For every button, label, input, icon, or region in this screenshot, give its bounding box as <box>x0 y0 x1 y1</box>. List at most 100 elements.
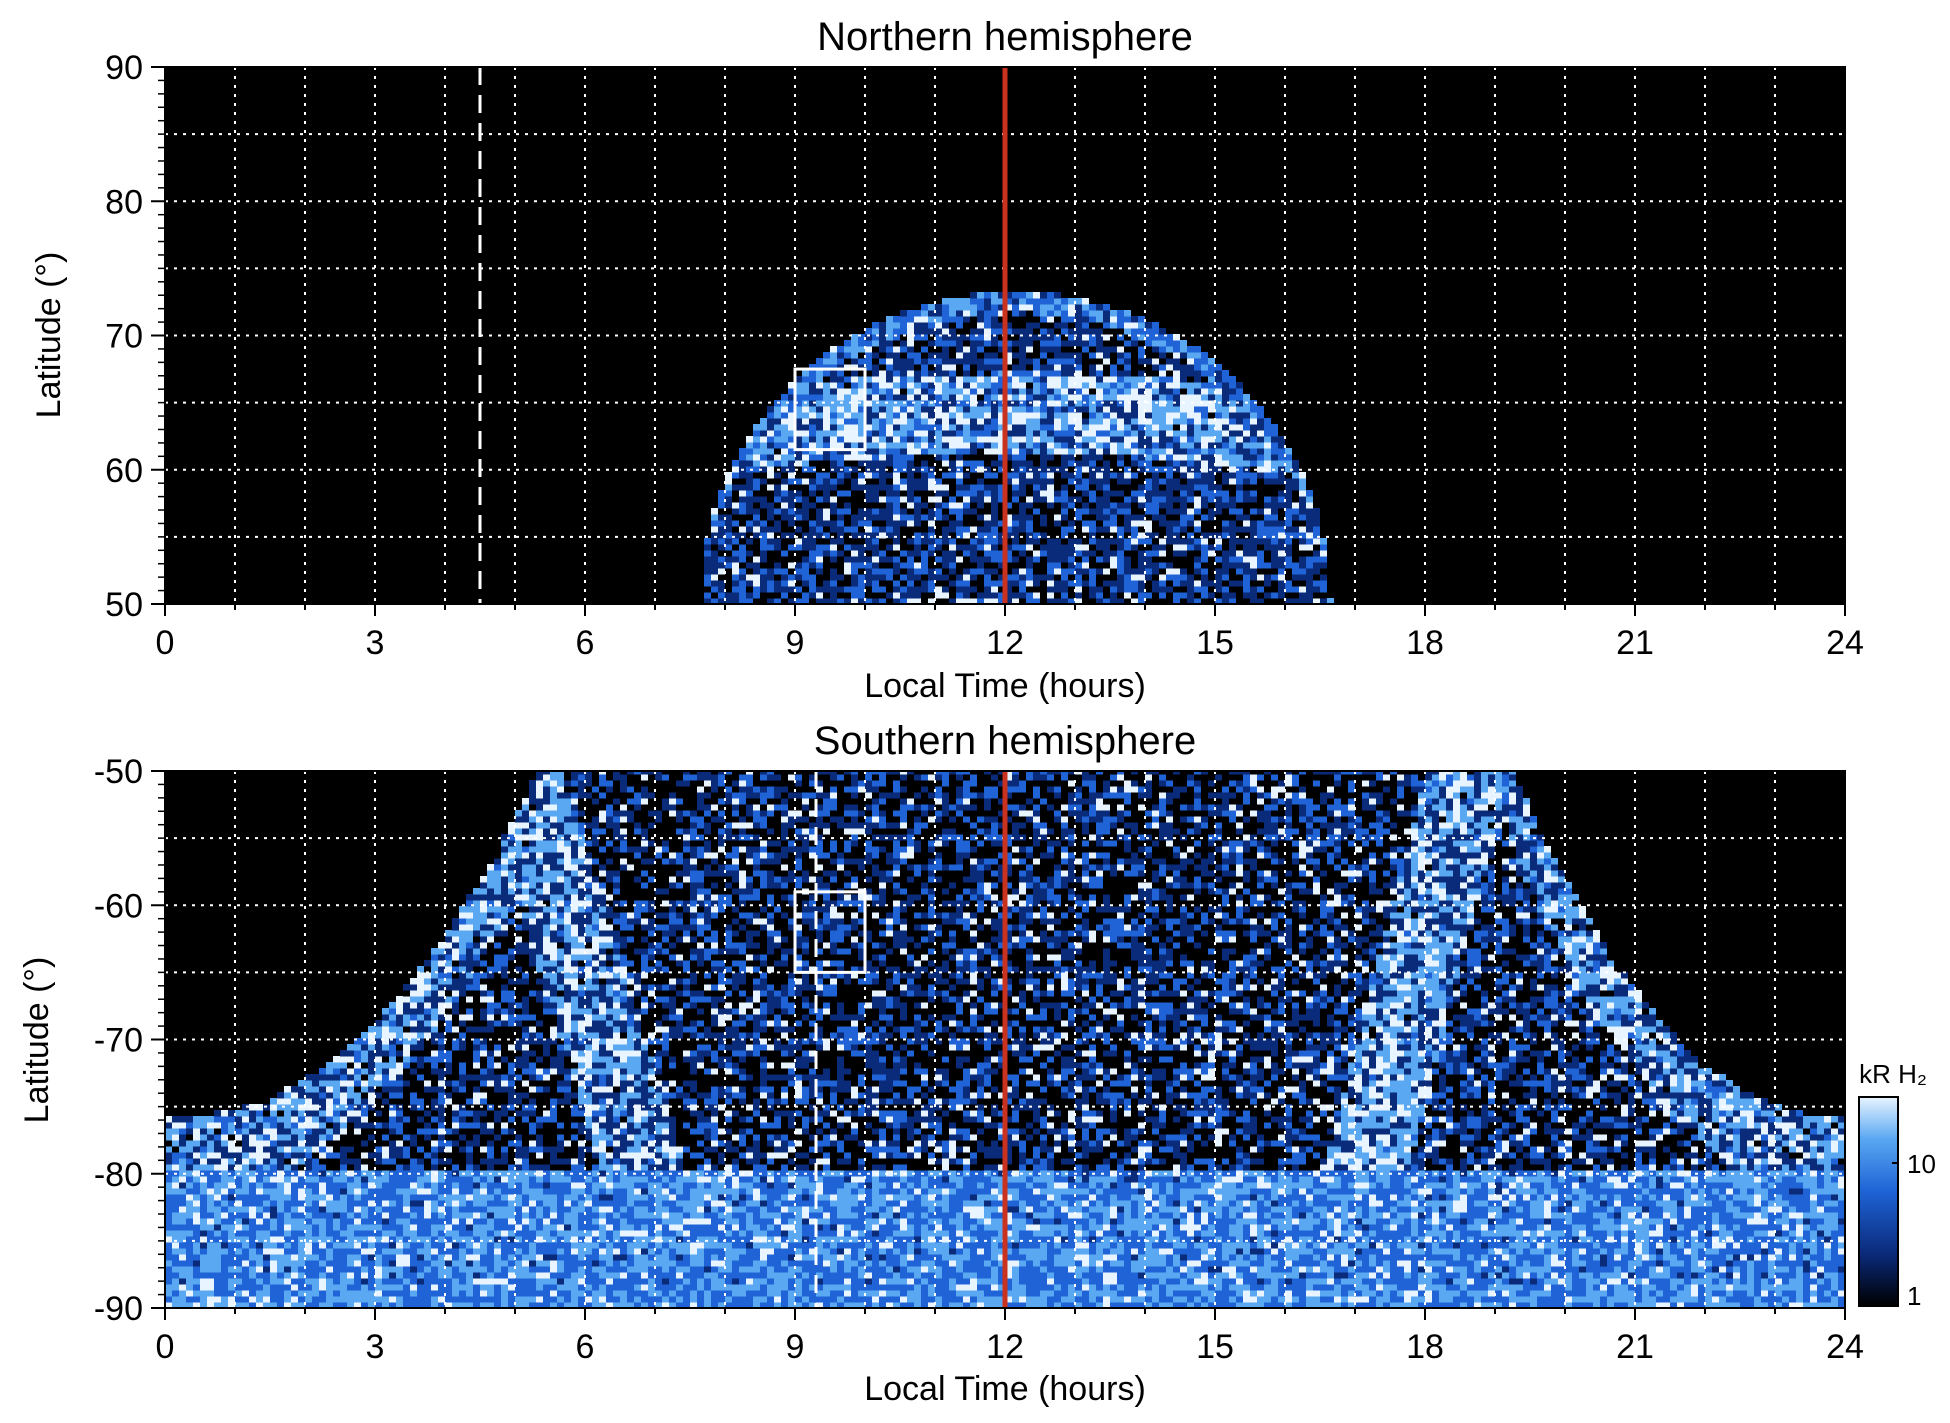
north-emission-cell <box>977 298 984 305</box>
north-emission-cell <box>1082 298 1089 305</box>
north-emission-cell <box>879 484 886 491</box>
north-emission-cell <box>977 346 984 353</box>
north-emission-cell <box>998 388 1005 395</box>
north-emission-cell <box>1047 514 1054 521</box>
north-emission-cell <box>907 394 914 401</box>
north-emission-cell <box>872 424 879 431</box>
south-emission-cell <box>368 1266 375 1273</box>
north-emission-cell <box>865 376 872 383</box>
north-emission-cell <box>1208 538 1215 545</box>
north-emission-cell <box>1047 376 1054 383</box>
south-emission-cell <box>361 1140 368 1147</box>
north-emission-cell <box>1306 562 1313 569</box>
south-emission-cell <box>291 1248 298 1255</box>
north-emission-cell <box>851 394 858 401</box>
x-tick-label: 12 <box>986 624 1024 662</box>
north-emission-cell <box>830 484 837 491</box>
north-emission-cell <box>809 376 816 383</box>
north-emission-cell <box>1159 424 1166 431</box>
north-emission-cell <box>872 394 879 401</box>
south-emission-cell <box>228 1158 235 1165</box>
south-emission-cell <box>354 1182 361 1189</box>
south-emission-cell <box>354 1128 361 1135</box>
south-emission-cell <box>340 1068 347 1075</box>
north-emission-cell <box>802 448 809 455</box>
north-emission-cell <box>718 538 725 545</box>
north-emission-cell <box>970 376 977 383</box>
south-emission-cell <box>333 1230 340 1237</box>
north-emission-cell <box>1047 526 1054 533</box>
north-emission-cell <box>1243 424 1250 431</box>
north-emission-cell <box>1194 376 1201 383</box>
south-emission-cell <box>235 1176 242 1183</box>
north-emission-cell <box>732 508 739 515</box>
north-emission-cell <box>1306 538 1313 545</box>
north-emission-cell <box>767 448 774 455</box>
north-emission-cell <box>788 406 795 413</box>
north-emission-cell <box>1222 430 1229 437</box>
north-emission-cell <box>949 478 956 485</box>
south-emission-cell <box>305 1086 312 1093</box>
north-emission-cell <box>1194 574 1201 581</box>
north-emission-cell <box>984 436 991 443</box>
north-emission-cell <box>865 418 872 425</box>
north-emission-cell <box>1012 370 1019 377</box>
north-emission-cell <box>1222 544 1229 551</box>
north-emission-cell <box>1131 562 1138 569</box>
north-emission-cell <box>1033 460 1040 467</box>
south-emission-cell <box>382 1296 389 1303</box>
north-emission-cell <box>1068 370 1075 377</box>
south-emission-cell <box>361 1074 368 1081</box>
south-emission-cell <box>347 1086 354 1093</box>
north-emission-cell <box>886 508 893 515</box>
north-emission-cell <box>711 556 718 563</box>
north-emission-cell <box>970 322 977 329</box>
north-emission-cell <box>1040 514 1047 521</box>
south-emission-cell <box>186 1284 193 1291</box>
north-emission-cell <box>1096 514 1103 521</box>
north-emission-cell <box>1159 520 1166 527</box>
south-emission-cell <box>368 1152 375 1159</box>
north-emission-cell <box>774 586 781 593</box>
north-emission-cell <box>1236 526 1243 533</box>
north-emission-cell <box>1138 358 1145 365</box>
south-emission-cell <box>207 1290 214 1297</box>
north-emission-cell <box>1243 418 1250 425</box>
north-emission-cell <box>865 520 872 527</box>
south-emission-cell <box>361 1146 368 1153</box>
north-emission-cell <box>942 304 949 311</box>
north-emission-cell <box>1222 526 1229 533</box>
south-emission-cell <box>249 1230 256 1237</box>
south-emission-cell <box>221 1116 228 1123</box>
north-emission-cell <box>907 532 914 539</box>
north-emission-cell <box>1138 454 1145 461</box>
north-emission-cell <box>886 430 893 437</box>
north-emission-cell <box>1026 370 1033 377</box>
north-emission-cell <box>1110 382 1117 389</box>
north-emission-cell <box>739 598 746 604</box>
north-emission-cell <box>858 430 865 437</box>
south-emission-cell <box>319 1200 326 1207</box>
south-emission-cell <box>382 1230 389 1237</box>
north-emission-cell <box>1110 550 1117 557</box>
north-emission-cell <box>991 292 998 299</box>
north-emission-cell <box>921 316 928 323</box>
north-emission-cell <box>704 538 711 545</box>
north-emission-cell <box>1124 544 1131 551</box>
south-emission-cell <box>354 1248 361 1255</box>
south-emission-cell <box>375 1134 382 1141</box>
north-emission-cell <box>1033 400 1040 407</box>
north-emission-cell <box>1145 544 1152 551</box>
north-emission-cell <box>900 514 907 521</box>
north-emission-cell <box>963 334 970 341</box>
south-emission-cell <box>242 1272 249 1279</box>
north-emission-cell <box>1250 412 1257 419</box>
north-emission-cell <box>998 352 1005 359</box>
north-emission-cell <box>1047 556 1054 563</box>
north-emission-cell <box>1012 586 1019 593</box>
north-emission-cell <box>1166 592 1173 599</box>
north-emission-cell <box>704 562 711 569</box>
north-emission-cell <box>1040 562 1047 569</box>
north-emission-cell <box>1068 526 1075 533</box>
north-emission-cell <box>1075 520 1082 527</box>
